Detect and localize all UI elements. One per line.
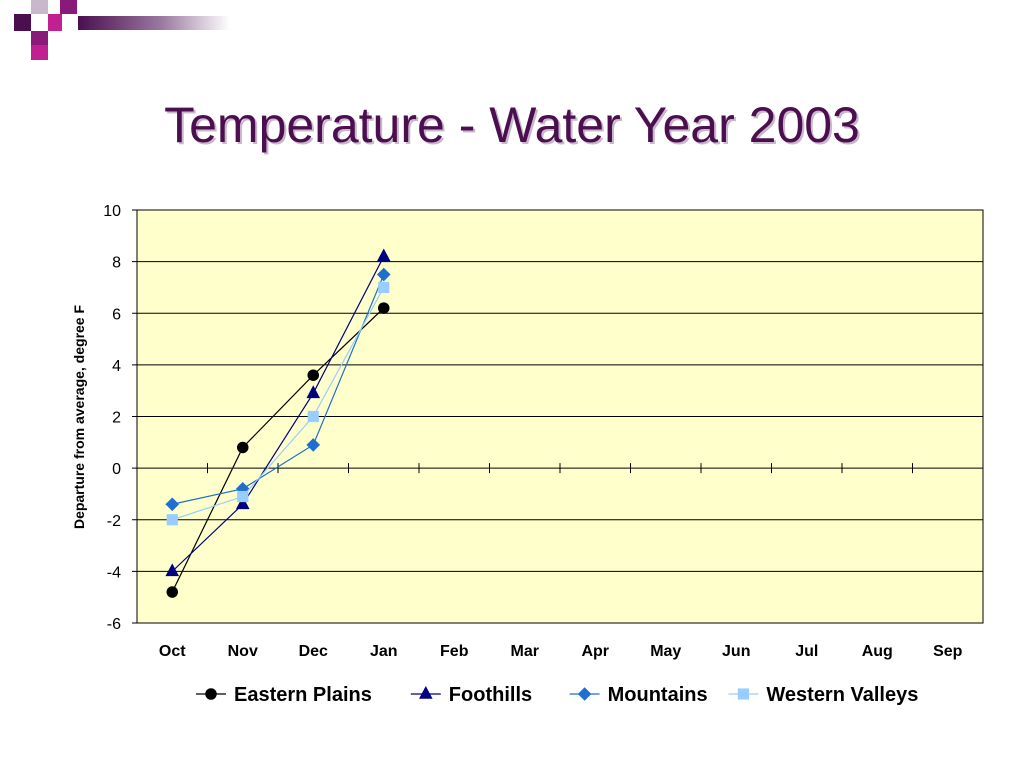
decoration-square (31, 31, 48, 45)
series-line (172, 287, 385, 521)
x-axis-labels: Oct Nov Dec Jan Feb Mar Apr May Jun Jul Aug Sep (159, 643, 963, 660)
x-tick-label: Apr (581, 643, 609, 660)
x-tick-label: Dec (299, 643, 328, 660)
x-tick-label: Jul (795, 643, 818, 660)
legend-item: Foothills (410, 684, 532, 706)
data-point (377, 302, 390, 314)
data-point (378, 281, 390, 294)
series-line (171, 307, 385, 593)
data-point (235, 496, 250, 510)
data-point (166, 514, 178, 526)
y-tick-label: -6 (107, 616, 121, 633)
x-tick-label: Jan (370, 643, 398, 660)
data-point (236, 441, 249, 454)
legend-marker (737, 688, 749, 700)
legend-item: Western Valleys (728, 684, 918, 706)
y-tick-label: 10 (103, 203, 121, 220)
series-mountains (165, 267, 391, 512)
x-tick-label: Mar (511, 643, 539, 660)
data-point (307, 410, 319, 423)
decoration-square (31, 45, 48, 60)
series-western-valleys (166, 281, 390, 526)
series-line (172, 274, 385, 505)
legend-label: Mountains (608, 684, 708, 706)
decoration-square (31, 0, 48, 14)
x-tick-label: Oct (159, 643, 186, 660)
series-line (171, 256, 385, 572)
slide-decoration (14, 0, 230, 60)
decoration-square (60, 0, 77, 14)
data-point (306, 385, 321, 399)
legend-marker (205, 688, 217, 700)
legend-item: Eastern Plains (196, 684, 372, 706)
legend-marker (577, 687, 592, 701)
legend: Eastern Plains Foothills Mountains Western … (196, 684, 918, 706)
data-point (376, 248, 391, 262)
y-tick-label: 8 (112, 255, 121, 272)
data-point (165, 563, 180, 577)
y-tick-label: 4 (112, 358, 121, 375)
series-eastern-plains (166, 302, 390, 598)
data-point (306, 438, 321, 452)
x-tick-label: May (650, 643, 681, 660)
data-point (235, 481, 250, 496)
legend-item: Mountains (569, 684, 708, 706)
x-tick-label: Sep (933, 643, 963, 660)
y-axis: 10 8 6 4 2 0 -2 -4 -6 (103, 203, 137, 633)
legend-label: Eastern Plains (234, 684, 372, 706)
y-tick-label: 6 (112, 306, 121, 323)
y-axis-title: Departure from average, degree F (71, 305, 87, 530)
data-point (376, 267, 391, 282)
slide-title: Temperature - Water Year 2003 (164, 97, 860, 153)
x-axis (207, 463, 913, 474)
y-tick-label: 0 (112, 461, 121, 478)
x-tick-label: Aug (862, 643, 893, 660)
data-point (237, 490, 249, 503)
y-tick-label: 2 (112, 410, 121, 427)
decoration-band (78, 16, 230, 30)
data-point (166, 586, 179, 598)
data-point (307, 369, 320, 381)
y-tick-label: -4 (107, 564, 121, 581)
series-foothills (165, 248, 391, 577)
x-tick-label: Feb (440, 643, 469, 660)
legend-marker (419, 686, 433, 699)
decoration-square (14, 14, 31, 31)
y-tick-label: -2 (107, 513, 121, 530)
series-group (165, 248, 391, 598)
data-point (165, 497, 180, 512)
x-tick-label: Nov (228, 643, 258, 660)
legend-label: Foothills (449, 684, 532, 706)
x-tick-label: Jun (722, 643, 750, 660)
decoration-square (48, 14, 62, 31)
legend-label: Western Valleys (766, 684, 918, 706)
